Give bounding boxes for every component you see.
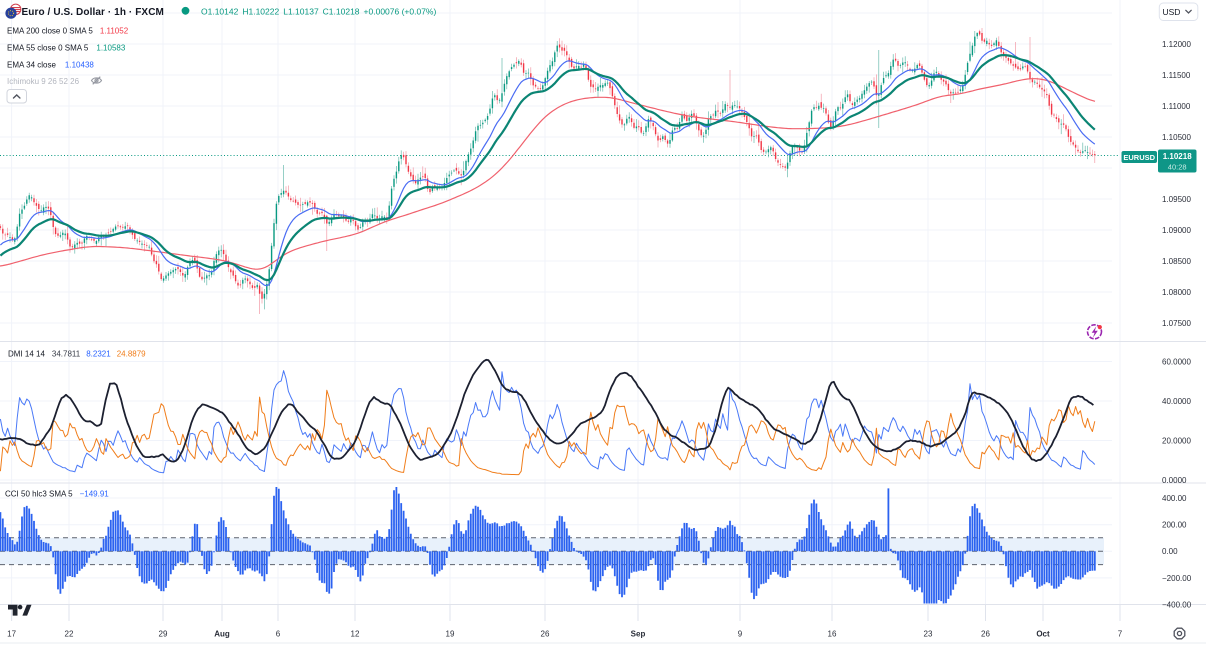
svg-text:Ichimoku 9 26 52 26: Ichimoku 9 26 52 26 (7, 77, 80, 86)
svg-text:200.00: 200.00 (1162, 521, 1187, 530)
svg-text:1.12000: 1.12000 (1162, 40, 1191, 49)
svg-text:60.0000: 60.0000 (1162, 358, 1191, 367)
svg-text:USD: USD (1163, 7, 1181, 17)
svg-text:19: 19 (446, 630, 455, 639)
svg-text:0.0000: 0.0000 (1162, 476, 1187, 485)
svg-text:40:28: 40:28 (1168, 162, 1187, 171)
svg-text:23: 23 (924, 630, 933, 639)
svg-text:Euro / U.S. Dollar · 1h · FXCM: Euro / U.S. Dollar · 1h · FXCM (22, 7, 164, 18)
svg-text:1.11000: 1.11000 (1162, 102, 1191, 111)
svg-text:EMA 200 close 0 SMA 51.11052: EMA 200 close 0 SMA 5 1.11052 (7, 26, 129, 35)
svg-text:9: 9 (738, 630, 743, 639)
svg-text:1.10218: 1.10218 (1163, 152, 1192, 161)
svg-text:CCI 50 hlc3 SMA 5−149.91: CCI 50 hlc3 SMA 5 −149.91 (5, 490, 109, 499)
svg-text:26: 26 (981, 630, 990, 639)
svg-text:7: 7 (1118, 630, 1123, 639)
svg-text:40.0000: 40.0000 (1162, 397, 1191, 406)
svg-text:−400.00: −400.00 (1162, 601, 1192, 610)
svg-text:17: 17 (7, 630, 16, 639)
svg-text:400.00: 400.00 (1162, 494, 1187, 503)
svg-text:Sep: Sep (631, 630, 646, 639)
svg-text:Aug: Aug (214, 630, 230, 639)
svg-text:1.09000: 1.09000 (1162, 226, 1191, 235)
svg-text:1.10500: 1.10500 (1162, 133, 1191, 142)
svg-text:Oct: Oct (1036, 630, 1050, 639)
svg-text:6: 6 (276, 630, 281, 639)
svg-text:1.11500: 1.11500 (1162, 71, 1191, 80)
svg-text:29: 29 (159, 630, 168, 639)
svg-text:26: 26 (541, 630, 550, 639)
svg-text:1.08000: 1.08000 (1162, 288, 1191, 297)
svg-text:−200.00: −200.00 (1162, 574, 1192, 583)
svg-text:0.00: 0.00 (1162, 547, 1178, 556)
svg-text:22: 22 (65, 630, 74, 639)
svg-text:1.08500: 1.08500 (1162, 257, 1191, 266)
svg-text:1.07500: 1.07500 (1162, 319, 1191, 328)
svg-text:EURUSD: EURUSD (1123, 153, 1155, 162)
svg-text:20.0000: 20.0000 (1162, 437, 1191, 446)
svg-text:1.09500: 1.09500 (1162, 195, 1191, 204)
svg-text:EMA 55 close 0 SMA 51.10583: EMA 55 close 0 SMA 5 1.10583 (7, 43, 126, 52)
svg-text:16: 16 (828, 630, 837, 639)
svg-text:12: 12 (351, 630, 360, 639)
